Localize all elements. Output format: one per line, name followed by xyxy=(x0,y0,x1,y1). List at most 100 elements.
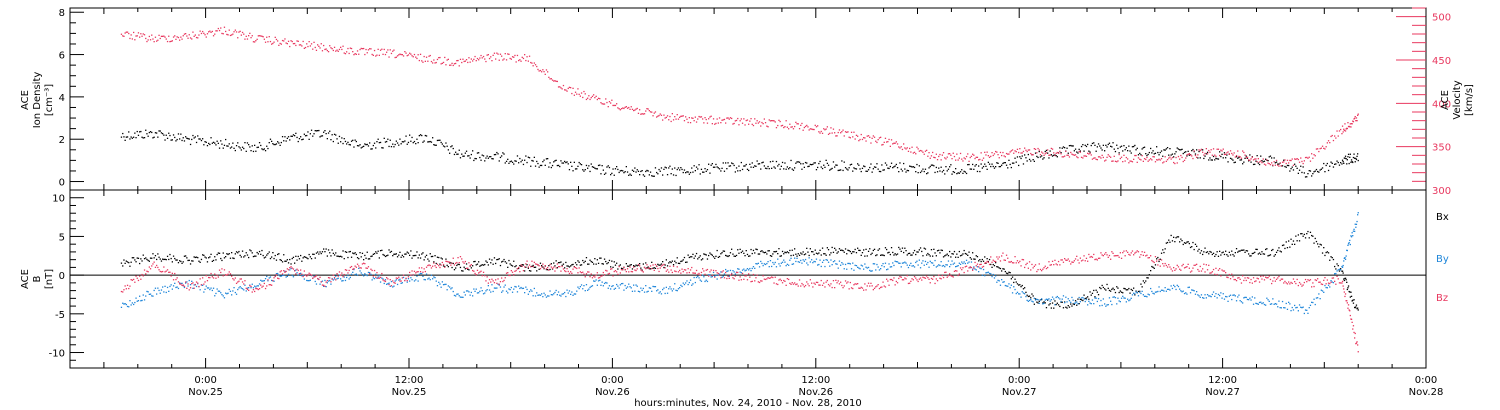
data-point xyxy=(754,118,756,120)
data-point xyxy=(1111,288,1113,290)
data-point xyxy=(1129,150,1131,152)
data-point xyxy=(840,249,842,251)
data-point xyxy=(772,160,774,162)
data-point xyxy=(392,280,394,282)
data-point xyxy=(524,266,526,268)
data-point xyxy=(1018,151,1020,154)
data-point xyxy=(200,139,203,142)
data-point xyxy=(330,281,332,283)
data-point xyxy=(1062,156,1065,158)
data-point xyxy=(1204,247,1206,249)
data-point xyxy=(301,275,303,277)
data-point xyxy=(1252,252,1255,254)
data-point xyxy=(317,277,319,280)
data-point xyxy=(343,276,345,278)
data-point xyxy=(814,261,816,263)
data-point xyxy=(866,170,868,172)
data-point xyxy=(353,268,355,271)
data-point xyxy=(1004,156,1006,158)
data-point xyxy=(698,277,700,279)
data-point xyxy=(527,266,529,268)
data-point xyxy=(593,166,595,168)
data-point xyxy=(905,250,907,252)
data-point xyxy=(337,255,339,257)
data-point xyxy=(1076,156,1078,158)
data-point xyxy=(146,133,148,135)
data-point xyxy=(718,273,721,275)
data-point xyxy=(1056,302,1058,304)
data-point xyxy=(1353,228,1355,230)
data-point xyxy=(1085,298,1088,301)
data-point xyxy=(209,277,211,279)
data-point xyxy=(999,284,1002,286)
data-point xyxy=(783,279,785,282)
data-point xyxy=(625,263,627,265)
data-point xyxy=(1007,167,1009,169)
data-point xyxy=(1176,284,1178,286)
data-point xyxy=(947,260,950,262)
data-point xyxy=(940,261,942,263)
data-point xyxy=(302,40,304,43)
data-point xyxy=(1090,303,1092,305)
data-point xyxy=(857,283,859,285)
data-point xyxy=(629,266,631,268)
data-point xyxy=(1244,251,1246,253)
data-point xyxy=(1049,300,1051,302)
data-point xyxy=(1107,154,1109,156)
data-point xyxy=(1003,162,1005,164)
data-point xyxy=(520,286,522,289)
data-point xyxy=(1277,164,1279,166)
data-point xyxy=(708,275,710,277)
data-point xyxy=(386,255,388,257)
data-point xyxy=(1168,154,1170,156)
data-point xyxy=(225,292,227,294)
data-point xyxy=(504,277,506,279)
data-point xyxy=(900,168,902,170)
data-point xyxy=(1112,296,1114,298)
data-point xyxy=(1068,145,1071,147)
data-point xyxy=(605,172,607,174)
data-point xyxy=(861,138,864,141)
data-point xyxy=(968,251,970,253)
data-point xyxy=(1271,157,1273,159)
data-point xyxy=(579,163,581,165)
data-point xyxy=(347,274,349,277)
data-point xyxy=(199,261,201,263)
data-point xyxy=(619,264,621,266)
data-point xyxy=(393,49,395,51)
data-point xyxy=(754,165,756,167)
data-point xyxy=(156,293,158,295)
data-point xyxy=(1335,163,1337,165)
data-point xyxy=(588,263,590,265)
data-point xyxy=(542,263,544,265)
data-point xyxy=(873,287,876,289)
data-point xyxy=(853,167,855,169)
data-point xyxy=(1136,147,1138,149)
data-point xyxy=(341,272,343,274)
data-point xyxy=(940,166,942,168)
data-point xyxy=(176,286,178,288)
data-point xyxy=(229,273,232,275)
data-point xyxy=(1255,158,1257,160)
data-point xyxy=(939,264,941,267)
data-point xyxy=(415,143,417,145)
data-point xyxy=(863,165,865,167)
data-point xyxy=(624,171,626,173)
data-point xyxy=(682,171,684,174)
data-point xyxy=(612,266,614,268)
data-point xyxy=(261,286,263,288)
data-point xyxy=(916,260,918,262)
data-point xyxy=(1295,158,1297,160)
data-point xyxy=(779,255,781,257)
data-point xyxy=(1020,157,1022,160)
data-point xyxy=(309,273,311,275)
data-point xyxy=(326,282,328,284)
data-point xyxy=(232,33,234,35)
data-point xyxy=(959,267,962,269)
data-point xyxy=(324,285,326,287)
data-point xyxy=(1357,113,1359,115)
data-point xyxy=(212,287,215,289)
data-point xyxy=(417,257,419,259)
data-point xyxy=(1306,176,1308,178)
data-point xyxy=(496,52,498,54)
